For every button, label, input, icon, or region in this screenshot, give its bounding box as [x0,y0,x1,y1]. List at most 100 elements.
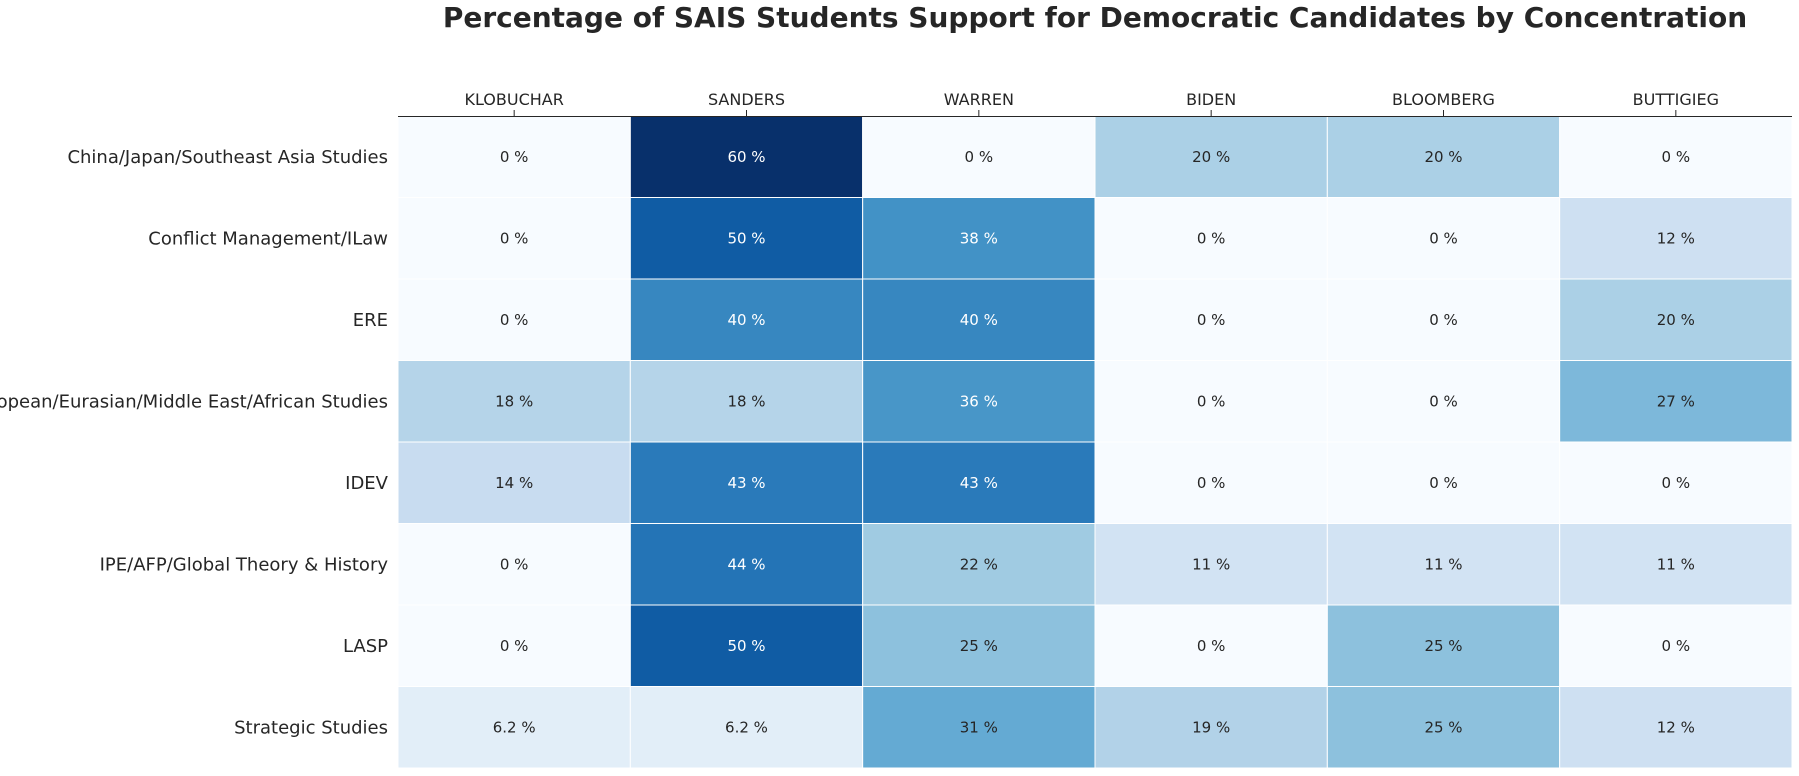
row-label: ERE [353,310,388,331]
heatmap-cell [1559,604,1793,687]
cell-value-label: 11 % [1657,555,1695,573]
heatmap-cell [862,441,1096,524]
cell-value-label: 25 % [960,637,998,655]
row-label: IPE/AFP/Global Theory & History [100,554,389,575]
column-label: BLOOMBERG [1392,90,1495,109]
heatmap-cell [397,278,631,361]
heatmap-cell [397,360,631,443]
heatmap-cell [1559,441,1793,524]
column-label: SANDERS [708,90,785,109]
cell-value-label: 12 % [1657,718,1695,736]
cell-value-label: 43 % [727,474,765,492]
heatmap-cell [1094,115,1328,198]
heatmap-cell [1559,115,1793,198]
row-label: China/Japan/Southeast Asia Studies [67,147,388,168]
row-label: LASP [343,636,388,657]
cell-value-label: 0 % [1197,311,1226,329]
heatmap-cell [1559,278,1793,361]
cell-value-label: 40 % [727,311,765,329]
cell-value-label: 0 % [500,555,529,573]
column-labels: KLOBUCHAR SANDERS WARREN BIDEN BLOOMBERG BUTT… [464,90,1719,116]
heatmap-cell [862,686,1096,769]
cell-value-label: 0 % [1662,148,1691,166]
heatmap-cell [397,523,631,606]
cell-value-label: 60 % [727,148,765,166]
cell-value-label: 0 % [1197,392,1226,410]
heatmap-cell [629,197,864,280]
heatmap-cell [629,360,864,443]
column-label: BIDEN [1186,90,1236,109]
heatmap-cell [397,604,631,687]
cell-value-label: 0 % [1429,311,1458,329]
heatmap-cell [862,360,1096,443]
heatmap-cell [1326,360,1561,443]
cell-value-label: 0 % [1429,229,1458,247]
heatmap-cells [397,115,1793,769]
heatmap-cell [862,604,1096,687]
row-label: Strategic Studies [234,717,388,738]
cell-value-label: 0 % [500,148,529,166]
cell-value-label: 0 % [965,148,994,166]
column-label: BUTTIGIEG [1633,90,1719,109]
heatmap-cell [1326,523,1561,606]
cell-value-label: 0 % [500,637,529,655]
cell-value-label: 38 % [960,229,998,247]
heatmap-cell [1559,686,1793,769]
row-label: IDEV [345,473,389,494]
heatmap-cell [397,115,631,198]
cell-value-label: 44 % [727,555,765,573]
heatmap-cell [1559,360,1793,443]
cell-value-label: 0 % [1429,474,1458,492]
cell-value-label: 50 % [727,637,765,655]
row-label: Conflict Management/ILaw [148,228,388,249]
column-label: KLOBUCHAR [464,90,563,109]
cell-value-label: 50 % [727,229,765,247]
heatmap-cell [1559,197,1793,280]
heatmap-cell [1094,686,1328,769]
heatmap-cell [1559,523,1793,606]
cell-value-label: 43 % [960,474,998,492]
heatmap-cell [1094,278,1328,361]
heatmap-cell [629,604,864,687]
cell-value-label: 11 % [1192,555,1230,573]
heatmap-cell [1094,604,1328,687]
heatmap-cell [1326,686,1561,769]
cell-value-label: 0 % [1429,392,1458,410]
cell-value-label: 11 % [1424,555,1462,573]
cell-value-label: 19 % [1192,718,1230,736]
cell-value-label: 0 % [500,229,529,247]
heatmap-cell [1326,115,1561,198]
cell-value-label: 0 % [1662,474,1691,492]
heatmap-cell [862,278,1096,361]
cell-value-label: 0 % [1662,637,1691,655]
heatmap-cell [629,115,864,198]
cell-value-label: 20 % [1424,148,1462,166]
cell-value-label: 20 % [1657,311,1695,329]
row-labels: China/Japan/Southeast Asia Studies Confli… [0,147,389,739]
heatmap-cell [1094,197,1328,280]
cell-value-label: 18 % [495,392,533,410]
cell-value-label: 0 % [1197,637,1226,655]
cell-value-label: 14 % [495,474,533,492]
cell-value-label: 25 % [1424,718,1462,736]
heatmap-cell [397,441,631,524]
cell-value-label: 0 % [1197,229,1226,247]
cell-value-label: 6.2 % [725,718,768,736]
cell-value-label: 0 % [500,311,529,329]
cell-value-label: 25 % [1424,637,1462,655]
cell-value-label: 18 % [727,392,765,410]
cell-value-label: 36 % [960,392,998,410]
cell-value-label: 40 % [960,311,998,329]
column-label: WARREN [944,90,1014,109]
cell-value-label: 20 % [1192,148,1230,166]
cell-value-label: 12 % [1657,229,1695,247]
heatmap-cell [1094,360,1328,443]
heatmap-cell [397,686,631,769]
cell-value-label: 0 % [1197,474,1226,492]
heatmap-cell [629,278,864,361]
heatmap-cell [1326,278,1561,361]
cell-value-label: 31 % [960,718,998,736]
cell-value-label: 27 % [1657,392,1695,410]
cell-value-labels: 0 % 60 % 0 % 20 % 20 % 0 % 0 % 50 % 38 % 0 % 0 % 12… [493,148,1695,737]
